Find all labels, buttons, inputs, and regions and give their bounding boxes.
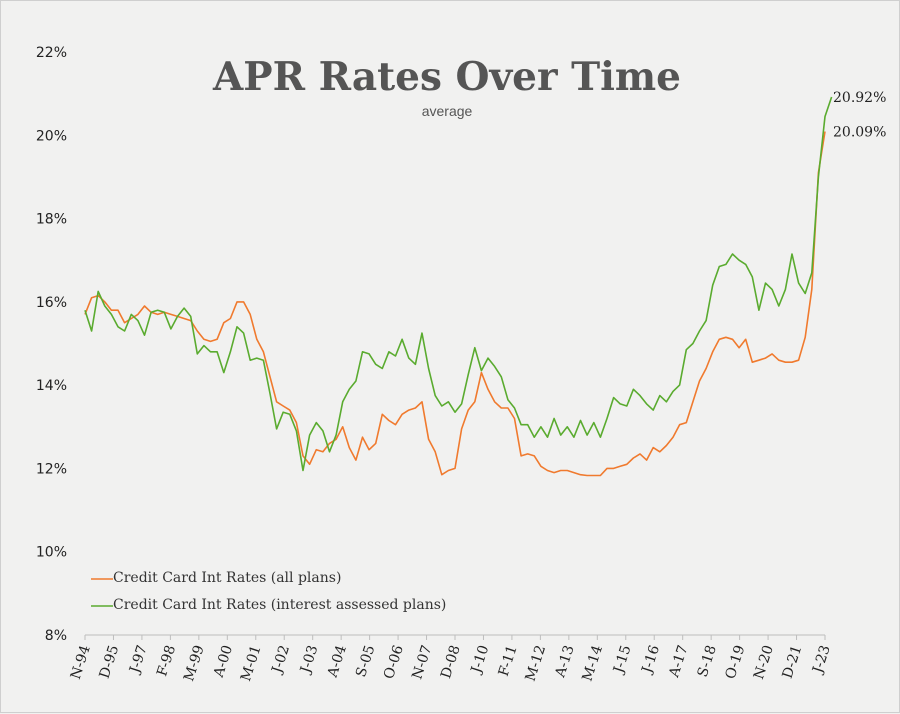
x-tick-label: J-15 [610,643,635,677]
x-tick-label: M-99 [181,643,208,683]
series-layer: 20.09% 20.92% [84,90,886,477]
y-tick-label: 18% [36,212,67,228]
x-tick-label: F-98 [154,643,179,678]
x-tick-label: D-08 [438,643,464,680]
x-tick-label: M-01 [238,643,265,683]
x-tick-label: J-10 [468,643,493,677]
y-tick-label: 10% [36,545,67,561]
legend-label-interest-assessed: Credit Card Int Rates (interest assessed… [113,597,446,613]
x-tick-label: J-02 [268,643,293,677]
x-tick-label: A-13 [552,643,578,680]
series-line-interest-assessed [84,96,833,472]
legend: Credit Card Int Rates (all plans) Credit… [91,570,446,613]
x-axis: N-94 D-95 J-97 F-98 M-99 A-00 M-01 J-02 J-03 A-04… [68,634,834,683]
legend-label-all-plans: Credit Card Int Rates (all plans) [113,570,341,586]
x-tick-label: N-20 [751,643,777,681]
chart-subtitle: average [422,103,473,119]
y-tick-label: 22% [36,45,67,61]
x-tick-label: J-03 [297,643,322,677]
x-tick-label: N-07 [409,643,435,681]
y-tick-label: 12% [36,461,67,477]
x-tick-label: S-05 [353,643,378,679]
y-tick-label: 16% [36,295,67,311]
x-tick-label: O-06 [381,643,407,681]
end-value-label-interest-assessed: 20.92% [833,90,886,106]
x-tick-label: M-12 [523,643,550,683]
x-tick-label: M-14 [579,643,606,683]
x-tick-label: J-16 [638,643,663,677]
chart-title: APR Rates Over Time [212,54,681,100]
y-axis: 8% 10% 12% 14% 16% 18% 20% 22% [36,45,67,644]
y-tick-label: 14% [36,378,67,394]
x-tick-label: N-94 [68,643,94,681]
series-line-all-plans [84,131,826,477]
y-tick-label: 20% [36,128,67,144]
y-tick-label: 8% [45,628,67,644]
x-tick-label: F-11 [496,643,521,678]
x-tick-label: A-17 [666,643,692,680]
x-tick-label: S-18 [695,643,720,679]
x-tick-label: J-97 [126,643,151,677]
x-tick-label: J-23 [809,643,834,677]
x-tick-label: O-19 [723,643,749,681]
x-tick-label: D-95 [97,643,123,680]
end-value-label-all-plans: 20.09% [833,125,886,141]
x-tick-label: A-04 [324,643,350,680]
x-tick-label: D-21 [780,643,806,680]
x-tick-label: A-00 [210,643,236,680]
